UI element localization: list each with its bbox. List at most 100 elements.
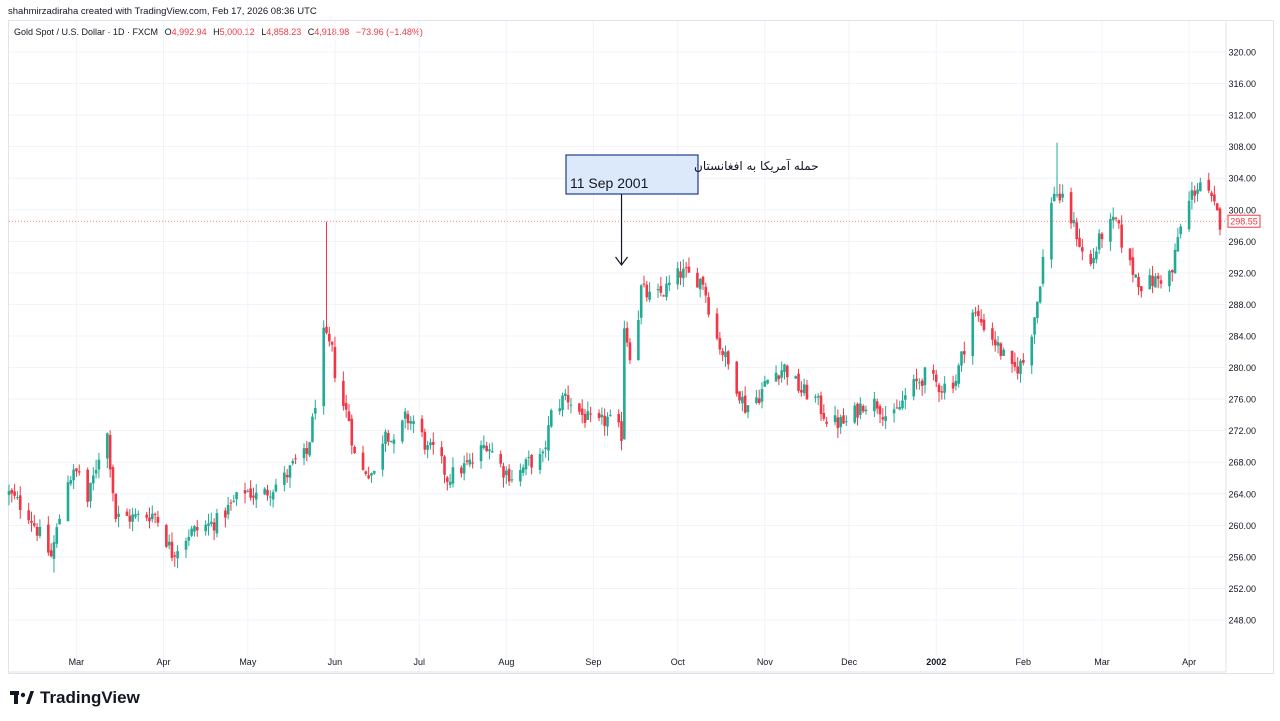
candle [904, 388, 907, 410]
candle [302, 443, 306, 466]
candle-body [586, 411, 590, 420]
candle [1137, 272, 1140, 296]
candle [982, 313, 986, 333]
candle [578, 403, 581, 415]
candle [957, 363, 960, 388]
candle-body [195, 527, 199, 531]
candle-body [364, 471, 368, 474]
candle-body [462, 463, 466, 474]
last-price-badge [1227, 214, 1261, 228]
candle-body [274, 484, 278, 492]
candle-body [1002, 349, 1005, 356]
candle [805, 379, 809, 400]
candle-body [665, 283, 668, 297]
candle-body [603, 415, 606, 426]
candle [58, 514, 61, 525]
candle [1159, 275, 1163, 289]
candle [1050, 197, 1053, 269]
candle-body [547, 425, 550, 451]
price-tick-label: 300.00 [1228, 205, 1256, 215]
candle [825, 417, 828, 427]
candle-body [724, 351, 727, 358]
candle [845, 415, 848, 427]
candle [117, 505, 120, 528]
candle [367, 466, 370, 480]
candle [1111, 207, 1115, 229]
candle-body [370, 473, 373, 476]
candle [488, 443, 491, 460]
candle [608, 409, 612, 417]
candle [507, 464, 511, 486]
candle [822, 404, 826, 421]
candle-body [1193, 190, 1197, 196]
candle-body [797, 373, 800, 391]
candle [583, 409, 587, 428]
candle [305, 440, 309, 462]
candle-body [460, 467, 463, 474]
candle [370, 472, 373, 483]
candle-body [384, 431, 387, 444]
candle-body [165, 525, 168, 547]
candle [963, 341, 966, 364]
candle [27, 502, 30, 524]
candle [881, 408, 885, 427]
candle-body [825, 421, 828, 424]
candle-body [252, 495, 255, 498]
candle-body [625, 327, 629, 343]
candle-body [387, 433, 390, 442]
candle-body [55, 527, 59, 544]
candle-body [620, 421, 623, 441]
candle [350, 414, 354, 455]
candle [1193, 185, 1197, 203]
candle [330, 341, 334, 352]
candle [86, 467, 89, 508]
candle [131, 507, 134, 532]
tradingview-brand[interactable]: TradingView [10, 688, 140, 708]
candle [918, 378, 921, 390]
candle [13, 483, 16, 500]
candle-body [305, 448, 309, 454]
candle-body [617, 414, 621, 423]
candle-body [136, 513, 140, 515]
candle [212, 518, 216, 541]
symbol-name[interactable]: Gold Spot / U.S. Dollar · 1D · FXCM [14, 27, 159, 37]
candle-body [583, 413, 587, 423]
candle-body [294, 458, 297, 460]
candle-body [1016, 366, 1019, 374]
candle-body [94, 469, 98, 474]
candle-body [389, 441, 393, 443]
low-value: 4,858.23 [266, 27, 302, 37]
candle [381, 435, 384, 477]
candle [224, 507, 227, 528]
candle-body [642, 283, 646, 285]
candle-body [738, 391, 741, 401]
candle [637, 310, 640, 361]
candle-body [482, 445, 486, 449]
price-tick-label: 272.00 [1228, 426, 1256, 436]
candle-body [580, 408, 584, 415]
candle [94, 459, 98, 479]
candle-body [1097, 233, 1101, 250]
candle-body [780, 370, 783, 378]
candle [1033, 316, 1036, 345]
candle [884, 406, 887, 429]
candle-body [597, 413, 601, 419]
candle-body [7, 491, 11, 496]
candle-body [937, 384, 941, 393]
candle [943, 376, 946, 400]
candle [1081, 238, 1084, 261]
candle [485, 441, 488, 453]
candle [527, 450, 531, 466]
price-tick-label: 248.00 [1228, 616, 1256, 626]
candle [628, 337, 632, 364]
candle [625, 321, 629, 347]
candle-body [637, 319, 640, 361]
candle [344, 394, 348, 418]
candle [538, 448, 542, 475]
candle [875, 398, 879, 414]
candle-body [659, 286, 663, 293]
candle [153, 512, 157, 523]
candle-body [881, 417, 885, 420]
candle [72, 464, 75, 489]
